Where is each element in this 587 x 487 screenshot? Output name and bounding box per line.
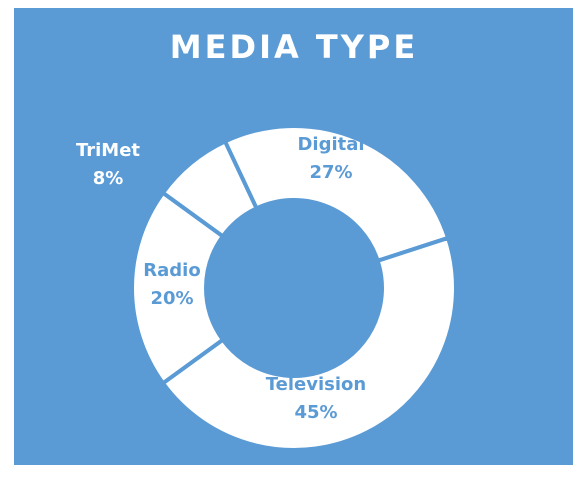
donut-slice	[222, 124, 451, 264]
slice-value: 27%	[309, 162, 352, 183]
slice-label: Digital	[297, 134, 364, 155]
slice-value: 45%	[294, 402, 337, 423]
donut-slice	[160, 138, 260, 240]
slice-label: Radio	[143, 260, 200, 281]
slice-value: 8%	[93, 168, 124, 189]
slice-label: Television	[266, 374, 366, 395]
donut-slice	[130, 189, 226, 387]
slice-value: 20%	[150, 288, 193, 309]
chart-title: MEDIA TYPE	[170, 28, 418, 66]
slice-label: TriMet	[76, 140, 140, 161]
donut-slice	[160, 235, 458, 452]
